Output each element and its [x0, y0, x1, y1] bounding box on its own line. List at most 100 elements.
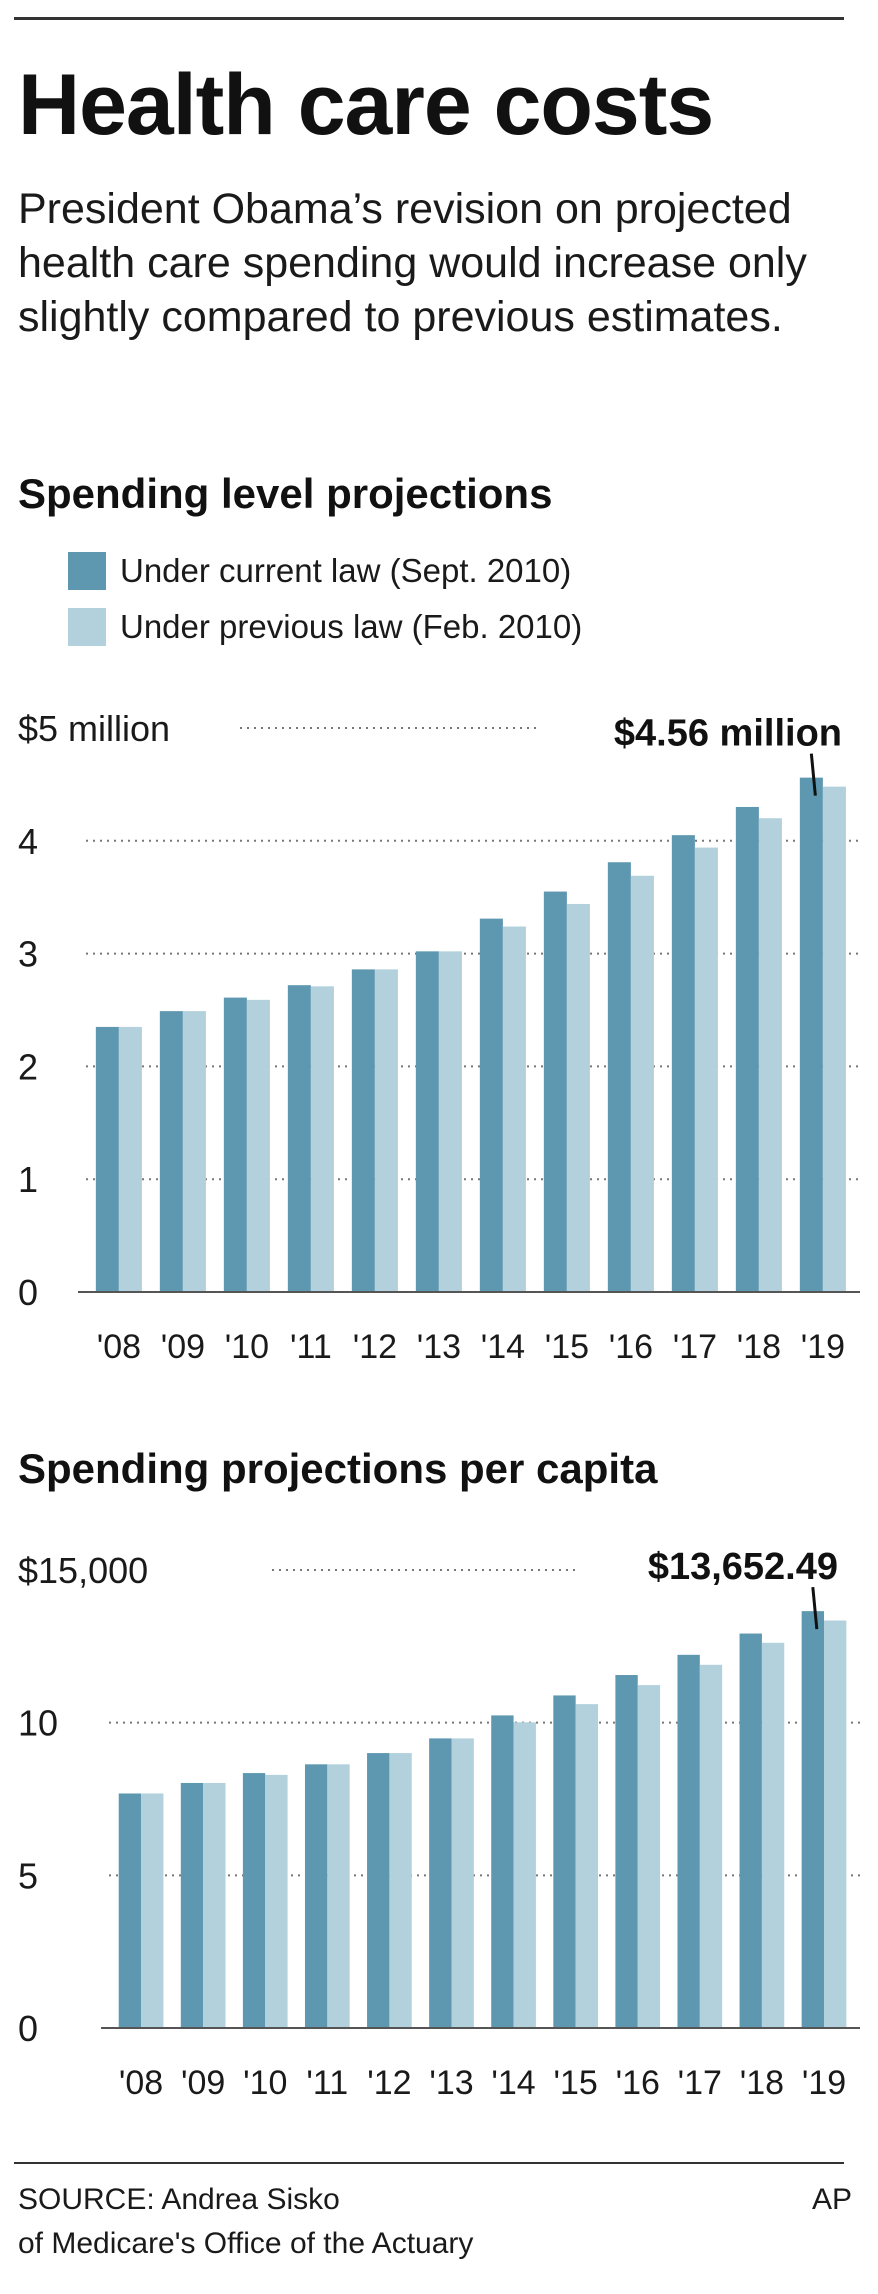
x-tick-label: '15 — [545, 1328, 589, 1366]
source-rule — [14, 2162, 844, 2164]
value-annotation: $4.56 million — [614, 713, 842, 755]
bar-previous — [118, 1026, 142, 1292]
legend-swatch-current — [68, 552, 106, 590]
bar-previous — [246, 999, 270, 1292]
x-tick-label: '14 — [481, 1328, 525, 1366]
bar-previous — [637, 1685, 661, 2028]
bar-current — [159, 1011, 183, 1292]
bar-current — [671, 835, 695, 1292]
bar-previous — [699, 1664, 723, 2028]
bar-previous — [265, 1774, 288, 2028]
bar-current — [739, 1633, 762, 2028]
x-tick-label: '12 — [353, 1328, 397, 1366]
annotation-pointer — [809, 753, 817, 796]
y-tick-label: 0 — [18, 2008, 38, 2049]
legend-label-current: Under current law (Sept. 2010) — [120, 552, 572, 589]
bar-current — [799, 777, 823, 1292]
bar-current — [735, 806, 759, 1292]
bar-previous — [566, 903, 590, 1292]
bar-previous — [438, 951, 462, 1292]
y-tick-label: 3 — [18, 934, 38, 975]
bar-previous — [513, 1722, 536, 2028]
credit-label: AP — [811, 2183, 852, 2216]
y-tick-label: 10 — [18, 1703, 58, 1744]
bar-current — [180, 1782, 204, 2028]
bar-current — [615, 1675, 638, 2028]
x-tick-label: '09 — [181, 2064, 225, 2102]
x-tick-label: '09 — [161, 1328, 205, 1366]
bar-current — [801, 1611, 824, 2028]
x-tick-label: '08 — [119, 2064, 163, 2102]
bar-previous — [310, 986, 334, 1292]
x-tick-label: '18 — [737, 1328, 781, 1366]
x-tick-label: '15 — [554, 2064, 598, 2102]
legend-label-previous: Under previous law (Feb. 2010) — [120, 608, 583, 645]
page-title: Health care costs — [18, 57, 714, 153]
x-tick-label: '18 — [740, 2064, 784, 2102]
y-tick-label: 1 — [18, 1159, 38, 1200]
legend-swatch-previous — [68, 608, 106, 646]
bar-previous — [575, 1704, 599, 2028]
source-line-1: SOURCE: Andrea Sisko — [18, 2183, 340, 2216]
bar-previous — [694, 847, 718, 1292]
bar-current — [543, 891, 567, 1292]
bar-current — [118, 1793, 142, 2028]
value-annotation: $13,652.49 — [648, 1546, 838, 1588]
x-tick-label: '10 — [225, 1328, 269, 1366]
bar-previous — [182, 1011, 206, 1292]
bar-current — [351, 969, 375, 1292]
x-tick-label: '16 — [609, 1328, 653, 1366]
bar-current — [491, 1715, 514, 2028]
y-tick-label: 0 — [18, 1272, 38, 1313]
bar-current — [95, 1026, 119, 1292]
bar-previous — [822, 786, 846, 1292]
bar-previous — [141, 1793, 164, 2028]
bar-previous — [451, 1738, 474, 2028]
bar-current — [553, 1695, 576, 2028]
y-tick-label: $15,000 — [18, 1550, 148, 1591]
bar-current — [415, 951, 439, 1292]
bar-current — [677, 1654, 700, 2028]
x-tick-label: '17 — [673, 1328, 717, 1366]
source-line-2: of Medicare's Office of the Actuary — [18, 2227, 474, 2260]
bar-previous — [389, 1753, 412, 2028]
bar-previous — [203, 1782, 226, 2028]
x-tick-label: '11 — [290, 1328, 332, 1366]
bar-current — [429, 1738, 452, 2028]
x-tick-label: '12 — [367, 2064, 411, 2102]
legend-item-current: Under current law (Sept. 2010) — [68, 548, 571, 594]
per-capita-chart: 0 5 10 $15,000 '08 '09 '10 '11 '12 '13 '14 '15 '16 '1… — [18, 1546, 860, 2102]
x-tick-label: '14 — [491, 2064, 535, 2102]
bar-current — [223, 997, 247, 1292]
x-tick-label: '17 — [678, 2064, 722, 2102]
y-tick-label: 2 — [18, 1046, 38, 1087]
bar-previous — [761, 1642, 785, 2028]
legend-item-previous: Under previous law (Feb. 2010) — [68, 604, 582, 650]
bar-current — [607, 862, 631, 1292]
bar-previous — [327, 1764, 350, 2028]
bar-previous — [630, 875, 654, 1292]
x-tick-label: '08 — [97, 1328, 141, 1366]
spending-level-chart: 0 1 2 3 4 $5 million '08 '09 '10 '11 '12 '13 '14 '15 '… — [18, 708, 860, 1366]
bar-current — [242, 1773, 266, 2028]
bar-current — [367, 1753, 390, 2028]
x-tick-label: '13 — [429, 2064, 473, 2102]
bar-previous — [758, 818, 782, 1292]
y-tick-label: $5 million — [18, 708, 170, 749]
x-tick-label: '16 — [616, 2064, 660, 2102]
chart-2-title: Spending projections per capita — [18, 1445, 658, 1492]
bar-previous — [502, 926, 526, 1292]
bar-current — [304, 1764, 328, 2028]
y-tick-label: 4 — [18, 821, 38, 862]
x-tick-label: '19 — [801, 1328, 845, 1366]
bar-previous — [374, 969, 398, 1292]
x-tick-label: '11 — [306, 2064, 348, 2102]
chart-1-title: Spending level projections — [18, 470, 553, 517]
x-tick-label: '13 — [417, 1328, 461, 1366]
bar-current — [479, 918, 503, 1292]
top-rule — [14, 17, 844, 20]
annotation-pointer — [811, 1587, 819, 1630]
page-subtitle: President Obama’s revision on projected … — [18, 185, 807, 341]
y-tick-label: 5 — [18, 1855, 38, 1896]
bar-previous — [823, 1620, 847, 2028]
